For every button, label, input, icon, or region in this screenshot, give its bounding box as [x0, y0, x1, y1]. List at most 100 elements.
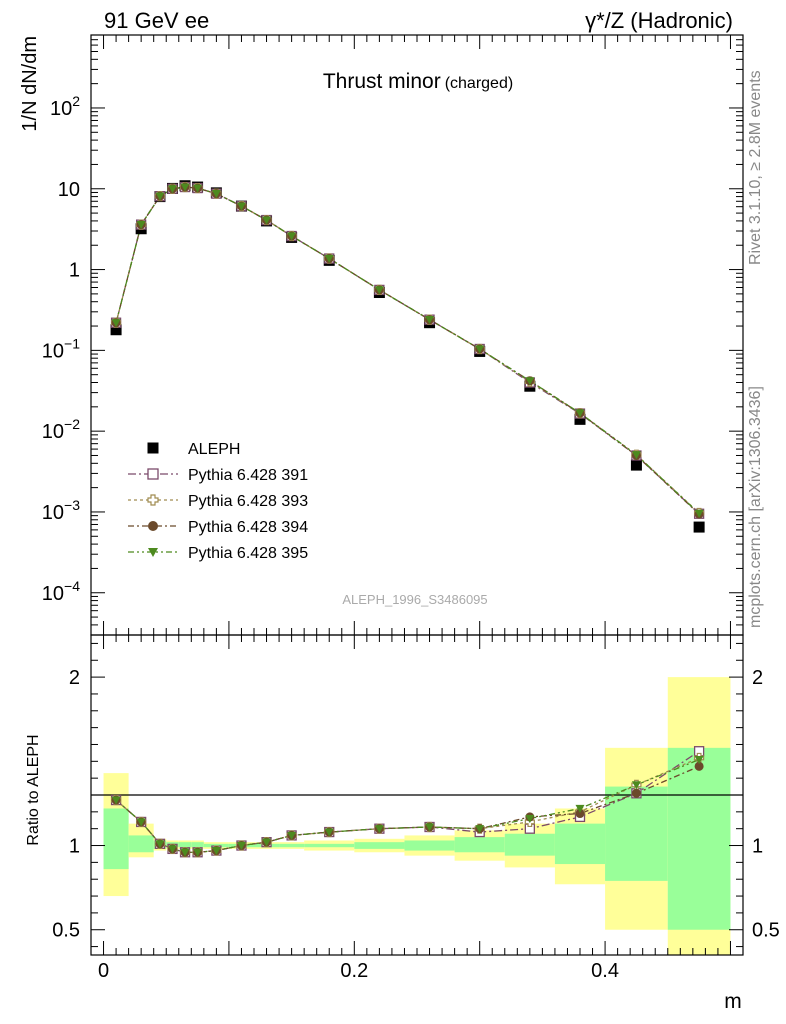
ratio-y-tick-label: 2: [69, 667, 80, 689]
band-stat: [667, 747, 731, 930]
series-line: [115, 186, 700, 514]
x-axis-label: m: [724, 990, 742, 1013]
ratio-point: [168, 845, 177, 854]
legend-marker: [148, 548, 158, 557]
x-tick-label: 0.2: [340, 960, 368, 982]
ratio-point: [287, 831, 297, 840]
band-stat: [504, 833, 555, 856]
main-title: Thrust minor (charged): [323, 70, 513, 93]
y-tick-label: 10−2: [42, 416, 80, 443]
ratio-point: [155, 840, 165, 849]
ratio-point: [525, 814, 535, 824]
ratio-point: [694, 761, 704, 771]
data-point: [211, 190, 221, 199]
legend-label: ALEPH: [188, 441, 240, 458]
data-point: [575, 409, 585, 418]
legend-label: Pythia 6.428 393: [188, 493, 308, 510]
ratio-uncertainty-bands: [103, 677, 731, 955]
data-point: [236, 202, 246, 211]
ratio-point: [193, 848, 203, 857]
title-text: Thrust minor: [323, 70, 441, 93]
ratio-point: [180, 848, 190, 857]
ratio-y-axis-label: Ratio to ALEPH: [25, 734, 42, 845]
ratio-point: [374, 825, 384, 834]
ratio-y-tick-label-right: 1: [752, 836, 763, 858]
ratio-point: [475, 825, 485, 834]
data-point: [136, 221, 146, 230]
ratio-point: [575, 804, 585, 813]
data-point: [525, 377, 535, 386]
y-tick-label: 10−4: [42, 578, 80, 605]
x-tick-label: 0: [98, 960, 109, 982]
ratio-point: [262, 838, 272, 847]
data-point: [374, 286, 384, 295]
header-right: γ*/Z (Hadronic): [585, 8, 733, 33]
ratio-point: [136, 818, 146, 827]
y-tick-label: 10−1: [42, 335, 80, 362]
series-line: [115, 186, 700, 515]
ratio-tick-labels: 0.5 0.5 1 1 2 2 0 0.2 0.4: [52, 667, 780, 982]
y-tick-label: 1: [69, 260, 80, 282]
band-stat: [404, 840, 455, 851]
legend-label: Pythia 6.428 395: [188, 545, 308, 562]
ratio-y-tick-label: 1: [69, 836, 80, 858]
main-markers: [110, 180, 705, 533]
series-line: [115, 186, 700, 514]
ratio-point: [631, 781, 641, 790]
legend-marker: [148, 521, 158, 531]
legend-marker: [147, 468, 159, 480]
data-point: [155, 192, 165, 201]
ratio-point: [111, 796, 121, 805]
band-stat: [178, 842, 192, 848]
legend-marker: [147, 442, 159, 454]
band-stat: [279, 843, 305, 848]
ratio-point: [211, 846, 221, 856]
data-point: [324, 254, 334, 264]
main-y-axis-label: 1/N dN/dm: [19, 36, 41, 132]
rivet-label: Rivet 3.1.10, ≥ 2.8M events: [747, 70, 764, 265]
data-point: [287, 232, 297, 241]
band-stat: [191, 842, 204, 848]
y-tick-label: 10: [58, 179, 80, 201]
watermark: ALEPH_1996_S3486095: [342, 592, 487, 607]
ratio-point: [575, 809, 585, 819]
band-stat: [354, 842, 405, 849]
data-point: [111, 319, 121, 328]
x-tick-label: 0.4: [591, 960, 619, 982]
ratio-panel: 0.5 0.5 1 1 2 2 0 0.2 0.4 Ratio to ALEPH m: [25, 634, 780, 1013]
legend-marker: [147, 494, 159, 506]
band-stat: [454, 837, 505, 853]
data-point: [180, 183, 190, 192]
data-point: [262, 216, 272, 225]
ratio-markers: [110, 746, 705, 858]
legend: ALEPH Pythia 6.428 391 Pythia 6.428 393 Pyt…: [128, 441, 308, 562]
data-point: [631, 451, 641, 460]
ratio-frame: [90, 634, 744, 956]
ratio-point: [425, 823, 435, 832]
ratio-y-tick-label: 0.5: [52, 920, 80, 942]
legend-label: Pythia 6.428 391: [188, 467, 308, 484]
data-point: [193, 184, 203, 193]
ratio-point: [324, 828, 334, 837]
data-point: [425, 316, 435, 325]
data-point: [110, 324, 122, 336]
y-tick-label: 10−3: [42, 497, 80, 524]
main-y-tick-labels: 10−4 10−3 10−2 10−1 1 10 102: [42, 93, 80, 605]
legend-label: Pythia 6.428 394: [188, 519, 308, 536]
ratio-y-tick-label-right: 2: [752, 667, 763, 689]
ratio-y-tick-label-right: 0.5: [752, 920, 780, 942]
data-point: [693, 521, 705, 533]
ratio-point: [631, 788, 641, 798]
data-point: [630, 459, 642, 471]
band-stat: [103, 808, 129, 870]
band-stat: [304, 843, 355, 848]
band-stat: [554, 823, 606, 865]
main-series-lines: [115, 186, 700, 515]
band-stat: [128, 835, 154, 853]
ratio-axis-ticks: [91, 635, 743, 955]
header-left: 91 GeV ee: [104, 8, 209, 33]
mcplots-label: mcplots.cern.ch [arXiv:1306.3436]: [747, 386, 764, 628]
ratio-point: [694, 756, 704, 765]
title-suffix: (charged): [445, 75, 513, 92]
